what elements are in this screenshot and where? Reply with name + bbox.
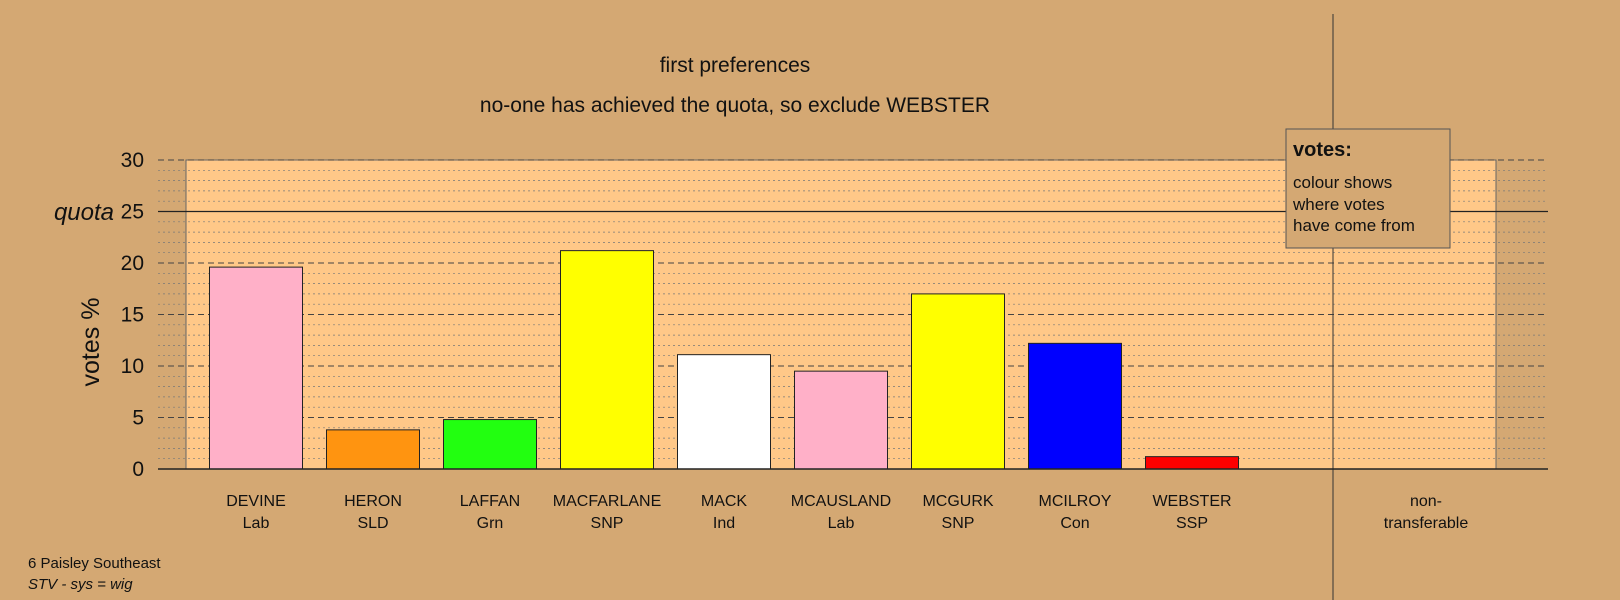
y-ticks: 0 5 10 15 20 25 30 [121,149,144,481]
category-party: Grn [477,515,504,532]
y-tick-label: 10 [121,355,144,378]
category-name: WEBSTER [1152,493,1231,510]
category-party: SNP [942,515,975,532]
category-name: LAFFAN [460,493,520,510]
nontransferable-label-line1: non- [1410,493,1442,510]
bar-mcgurk [911,293,1005,470]
bar-laffan [443,419,537,470]
y-tick-label: 5 [132,407,144,430]
chart-title: first preferences [660,54,811,77]
bar-webster [1145,456,1239,470]
category-party: Lab [828,515,855,532]
category-name: MCAUSLAND [791,493,891,510]
legend-box [1285,128,1451,249]
legend: votes: colour shows where votes have com… [1285,128,1451,249]
chart-subtitle: no-one has achieved the quota, so exclud… [480,94,990,117]
category-labels: DEVINE Lab HERON SLD LAFFAN Grn MACFARLANE SNP M… [226,493,1231,532]
category-name: MACK [701,493,748,510]
footer-ward: 6 Paisley Southeast [28,555,161,572]
bar-mcilroy [1028,342,1122,470]
category-party: Con [1060,515,1089,532]
category-name: MCGURK [922,493,993,510]
bar-macfarlane [560,250,654,470]
bar-heron [326,429,420,470]
bar-mack [677,354,771,470]
bar-mcausland [794,370,888,470]
quota-label: quota [54,199,114,226]
category-party: Lab [243,515,270,532]
y-tick-label: 25 [121,201,144,224]
category-party: Ind [713,515,735,532]
legend-line-3: have come from [1293,216,1415,235]
bar-devine [209,266,303,470]
y-tick-label: 20 [121,252,144,275]
y-tick-label: 30 [121,149,144,172]
category-name: DEVINE [226,493,286,510]
legend-line-1: colour shows [1293,173,1392,192]
legend-title: votes: [1293,139,1352,161]
category-party: SLD [357,515,388,532]
y-tick-label: 15 [121,304,144,327]
category-name: HERON [344,493,402,510]
category-party: SSP [1176,515,1208,532]
footer-system: STV - sys = wig [28,576,133,593]
nontransferable-label-line2: transferable [1384,515,1469,532]
y-tick-label: 0 [132,458,144,481]
bars [209,250,1239,470]
y-axis-label: votes % [77,298,105,387]
category-name: MACFARLANE [553,493,661,510]
category-name: MCILROY [1039,493,1112,510]
category-party: SNP [591,515,624,532]
legend-line-2: where votes [1292,195,1385,214]
